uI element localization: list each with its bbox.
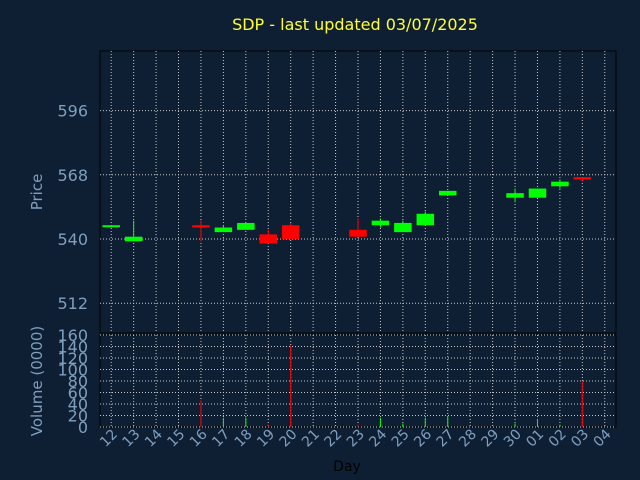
price-tick-label: 540 [57, 230, 88, 249]
volume-tick-label: 40 [68, 395, 88, 414]
price-panel: 512 540 568 596 [57, 50, 617, 334]
volume-tick-label: 20 [68, 407, 88, 426]
candle-body [102, 225, 120, 228]
x-tick-label: 27 [434, 427, 458, 451]
candle-body [349, 229, 367, 237]
candle-body [438, 190, 457, 196]
volume-tick-label: 0 [78, 418, 88, 437]
volume-tick-label: 140 [57, 338, 88, 357]
x-tick-label: 12 [97, 427, 121, 451]
chart-title: SDP - last updated 03/07/2025 [232, 15, 478, 34]
x-tick-label: 26 [411, 426, 435, 450]
x-tick-label: 29 [479, 427, 503, 451]
x-tick-label: 01 [523, 427, 547, 451]
candle-body [416, 213, 435, 226]
x-tick-label: 22 [321, 427, 345, 451]
candle-body [281, 225, 300, 239]
volume-tick-label: 100 [57, 361, 88, 380]
x-tick-label: 17 [209, 427, 233, 451]
x-tick-label: 18 [232, 427, 256, 451]
price-tick-label: 596 [57, 102, 88, 121]
x-tick-label: 03 [568, 427, 592, 451]
candle-body [371, 220, 390, 226]
x-tick-label: 19 [254, 427, 278, 451]
candle-body [237, 222, 255, 230]
volume-tick-label: 160 [57, 326, 88, 345]
candle-body [528, 188, 547, 198]
x-tick-label: 28 [456, 427, 480, 451]
candle-body [573, 177, 592, 180]
volume-tick-label: 80 [68, 372, 88, 391]
volume-tick-label: 60 [68, 384, 88, 403]
price-tick-label: 512 [57, 294, 88, 313]
x-tick-label: 30 [501, 427, 525, 451]
candle-body [124, 236, 143, 242]
volume-tick-label: 120 [57, 349, 88, 368]
x-tick-label: 04 [591, 426, 615, 450]
volume-axis-label: Volume (0000) [28, 326, 46, 436]
x-tick-label: 25 [389, 427, 413, 451]
candle-body [394, 222, 412, 233]
x-tick-label: 20 [277, 427, 301, 451]
x-tick-label: 16 [187, 426, 211, 450]
x-tick-label: 13 [120, 427, 144, 451]
x-tick-label: 14 [142, 426, 166, 450]
x-tick-label: 15 [164, 427, 188, 451]
x-tick-label: 21 [299, 427, 323, 451]
x-axis: 1213141516171819202122232425262728293001… [97, 426, 615, 450]
price-tick-label: 568 [57, 166, 88, 185]
candle-body [259, 234, 278, 244]
x-axis-label: Day [333, 459, 361, 475]
candle-body [214, 227, 233, 233]
candle-body [551, 181, 569, 187]
candle-body [506, 193, 524, 198]
candle-body [192, 225, 210, 228]
x-tick-label: 02 [546, 427, 570, 451]
x-tick-label: 23 [344, 427, 368, 451]
price-axis-label: Price [28, 174, 46, 211]
x-tick-label: 24 [366, 426, 390, 450]
